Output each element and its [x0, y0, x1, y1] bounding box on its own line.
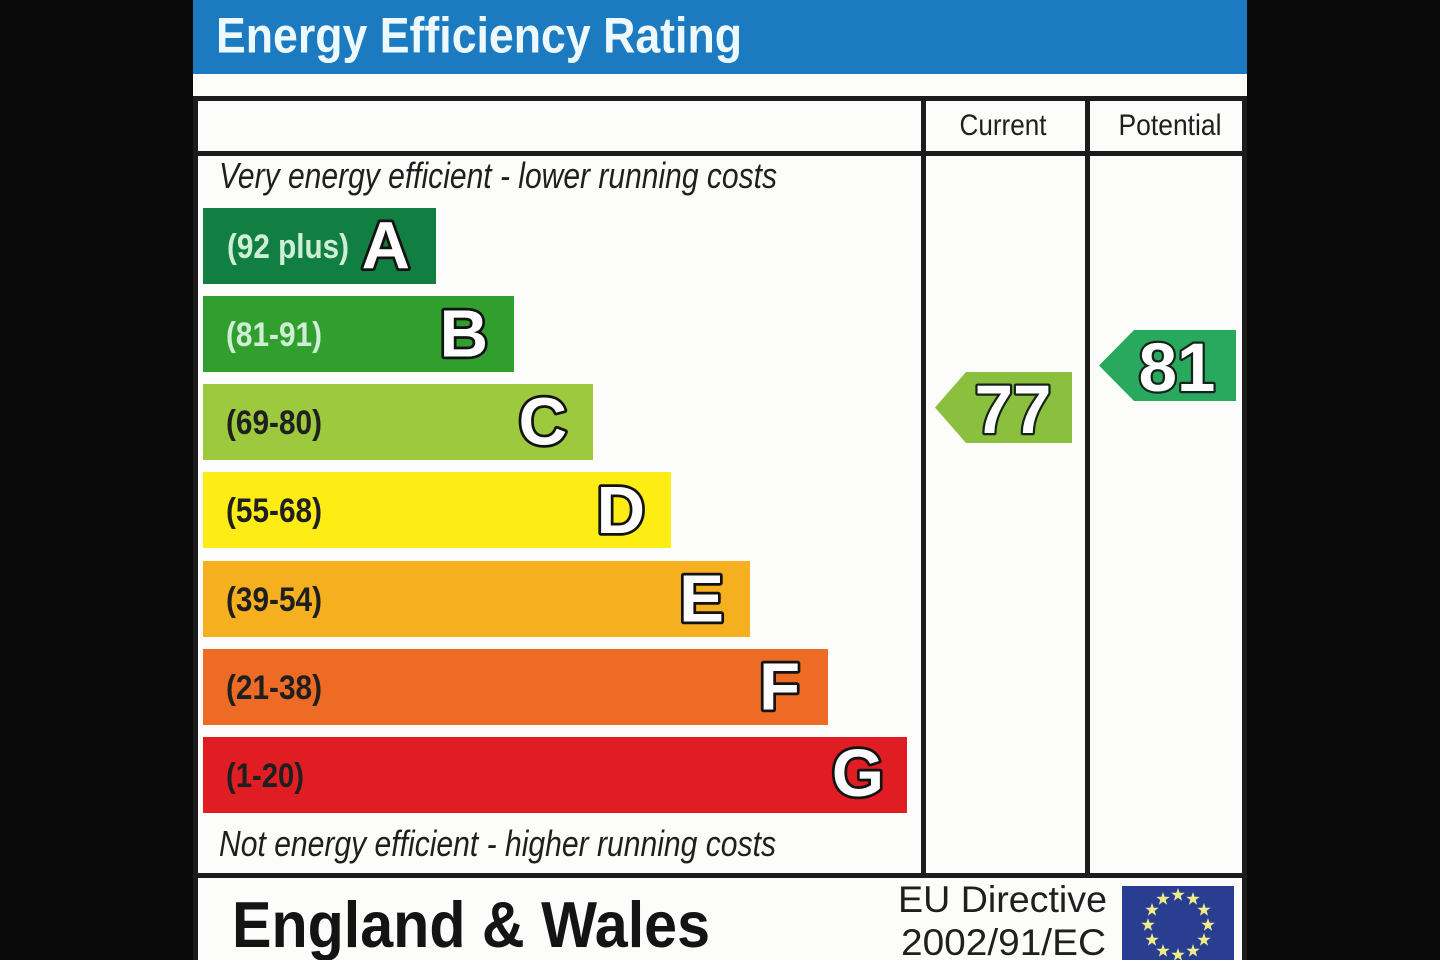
svg-text:(1-20): (1-20) — [226, 757, 304, 795]
svg-text:D: D — [597, 473, 645, 548]
svg-text:(69-80): (69-80) — [226, 404, 322, 442]
svg-text:England & Wales: England & Wales — [232, 888, 710, 960]
svg-text:77: 77 — [975, 371, 1052, 448]
svg-text:(92 plus): (92 plus) — [227, 228, 349, 266]
svg-text:F: F — [759, 650, 800, 725]
svg-text:A: A — [362, 209, 410, 284]
svg-text:Potential: Potential — [1119, 109, 1222, 142]
svg-text:2002/91/EC: 2002/91/EC — [901, 921, 1106, 960]
svg-text:Current: Current — [960, 109, 1047, 142]
svg-text:(21-38): (21-38) — [226, 669, 322, 707]
svg-text:B: B — [440, 297, 488, 372]
svg-text:EU Directive: EU Directive — [898, 878, 1107, 920]
svg-text:Not energy efficient - higher: Not energy efficient - higher running co… — [219, 823, 776, 864]
svg-text:81: 81 — [1139, 329, 1216, 406]
svg-text:E: E — [679, 562, 724, 637]
svg-text:Very energy efficient - lower: Very energy efficient - lower running co… — [219, 155, 777, 196]
svg-text:Energy Efficiency Rating: Energy Efficiency Rating — [216, 8, 742, 64]
svg-text:(39-54): (39-54) — [226, 581, 322, 619]
svg-text:(55-68): (55-68) — [226, 492, 322, 530]
svg-text:G: G — [832, 736, 884, 811]
svg-text:C: C — [519, 385, 567, 460]
svg-text:(81-91): (81-91) — [226, 316, 322, 354]
